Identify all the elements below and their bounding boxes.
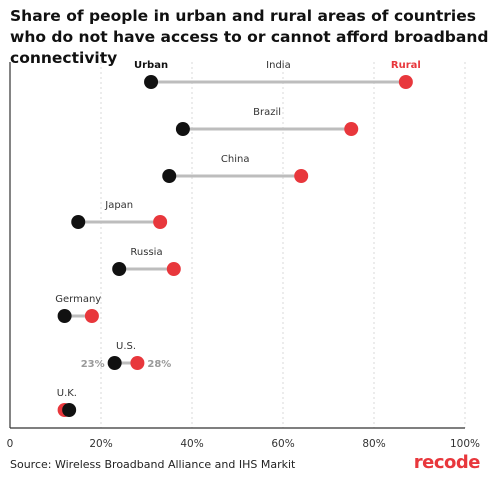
row-china: China (162, 154, 309, 183)
urban-point (112, 262, 127, 276)
category-label: China (221, 154, 250, 165)
urban-point (57, 309, 72, 323)
dumbbell-rows: India Urban Rural Brazil China Japan Russia Ger… (55, 60, 421, 417)
row-us: U.S. 23% 28% (81, 341, 171, 370)
urban-point (107, 356, 122, 370)
category-label: India (266, 60, 291, 71)
rural-value-label: 28% (147, 359, 171, 370)
row-russia: Russia (112, 247, 181, 276)
urban-point (162, 169, 177, 183)
category-label: Russia (130, 247, 162, 258)
x-axis-ticks: 0 20% 40% 60% 80% 100% (7, 438, 480, 450)
x-tick-label: 100% (450, 438, 480, 450)
category-label: U.K. (57, 388, 77, 399)
row-india: India Urban Rural (134, 60, 421, 89)
rural-point (166, 262, 181, 276)
category-label: U.S. (116, 341, 136, 352)
rural-point (153, 215, 168, 229)
row-germany: Germany (55, 294, 101, 323)
category-label: Brazil (253, 107, 281, 118)
rural-point (294, 169, 309, 183)
urban-point (175, 122, 190, 136)
x-tick-label: 20% (89, 438, 112, 450)
grid-lines (100, 62, 466, 428)
rural-point (130, 356, 145, 370)
x-tick-label: 40% (180, 438, 203, 450)
rural-point (344, 122, 359, 136)
legend-urban: Urban (134, 60, 168, 71)
rural-point (398, 75, 413, 89)
x-tick-label: 80% (362, 438, 385, 450)
x-tick-label: 60% (271, 438, 294, 450)
chart-title: Share of people in urban and rural areas… (10, 7, 489, 67)
urban-value-label: 23% (81, 359, 105, 370)
row-japan: Japan (71, 200, 168, 229)
row-uk: U.K. (57, 388, 77, 417)
x-tick-label: 0 (7, 438, 14, 450)
urban-point (62, 403, 77, 417)
brand-logo: recode (413, 452, 481, 473)
source-note: Source: Wireless Broadband Alliance and … (10, 458, 296, 471)
category-label: Germany (55, 294, 101, 305)
urban-point (71, 215, 86, 229)
row-brazil: Brazil (175, 107, 359, 136)
legend-rural: Rural (391, 60, 421, 71)
urban-point (144, 75, 159, 89)
category-label: Japan (104, 200, 133, 211)
rural-point (84, 309, 99, 323)
